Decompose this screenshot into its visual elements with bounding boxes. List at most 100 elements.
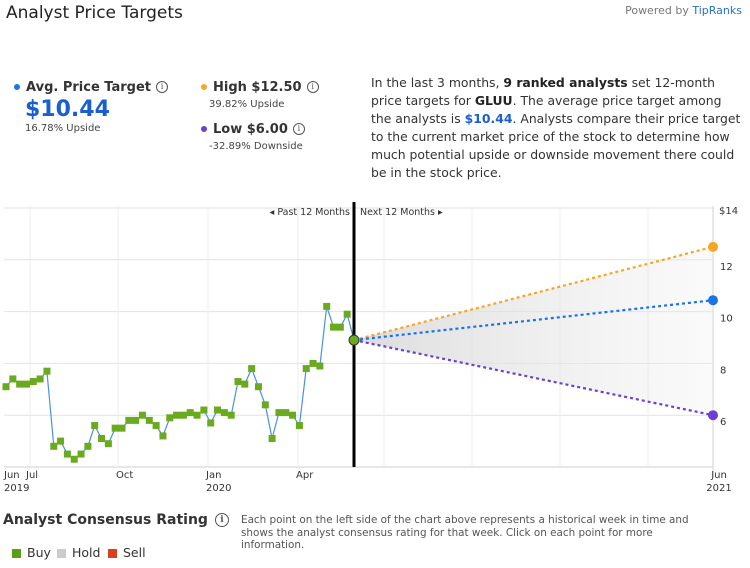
average-target-line (353, 299, 714, 342)
buy-rating-marker[interactable] (57, 437, 65, 445)
buy-rating-marker[interactable] (207, 419, 215, 427)
legend-sell: Sell (108, 545, 146, 560)
buy-swatch (12, 549, 21, 558)
buy-rating-marker[interactable] (186, 409, 194, 417)
buy-rating-marker[interactable] (70, 455, 78, 463)
buy-rating-marker[interactable] (254, 383, 262, 391)
high-target-dot[interactable] (708, 241, 718, 252)
y-tick-label: 6 (720, 417, 726, 428)
buy-rating-marker[interactable] (63, 450, 71, 458)
buy-rating-marker[interactable] (125, 416, 133, 424)
ticker: GLUU (474, 93, 513, 108)
avg-inline: $10.44 (464, 111, 513, 126)
target-description: In the last 3 months, 9 ranked analysts … (371, 75, 741, 180)
buy-rating-marker[interactable] (16, 380, 24, 388)
buy-rating-marker[interactable] (234, 378, 242, 386)
page-title: Analyst Price Targets (6, 3, 183, 23)
buy-rating-marker[interactable] (159, 432, 167, 440)
buy-rating-marker[interactable] (173, 411, 181, 419)
buy-rating-marker[interactable] (214, 406, 222, 414)
analyst-count: 9 ranked analysts (503, 75, 628, 90)
sell-swatch (108, 549, 117, 558)
avg-dot-icon (14, 83, 20, 90)
buy-rating-marker[interactable] (323, 302, 331, 310)
info-icon[interactable]: i (214, 513, 229, 527)
buy-rating-marker[interactable] (200, 406, 208, 414)
forecast-range-area (354, 246, 713, 416)
buy-rating-marker[interactable] (261, 401, 269, 409)
buy-rating-marker[interactable] (36, 375, 44, 383)
price-target-chart: ◂ Past 12 Months Next 12 Months ▸ $14 12 1… (2, 202, 738, 494)
average-target-dot[interactable] (708, 295, 718, 306)
buy-rating-marker[interactable] (145, 416, 153, 424)
high-target-line (353, 245, 714, 342)
x-tick-year-label: 2021 (706, 483, 731, 494)
buy-rating-marker[interactable] (275, 409, 283, 417)
buy-rating-marker[interactable] (336, 323, 344, 331)
avg-target-value: $10.44 (25, 97, 110, 122)
buy-rating-marker[interactable] (29, 378, 37, 386)
info-icon[interactable]: i (306, 80, 319, 93)
buy-rating-marker[interactable] (241, 380, 249, 388)
info-icon[interactable]: i (156, 80, 168, 93)
buy-rating-marker[interactable] (152, 422, 160, 430)
buy-rating-marker[interactable] (220, 409, 228, 417)
x-tick-label: Jun (3, 470, 20, 481)
consensus-title: Analyst Consensus Rating i (3, 512, 229, 528)
buy-rating-marker[interactable] (330, 323, 338, 331)
high-target-block: High $12.50 i 39.82% Upside (201, 76, 319, 110)
buy-rating-marker[interactable] (193, 411, 201, 419)
buy-rating-marker[interactable] (227, 411, 235, 419)
buy-rating-marker[interactable] (98, 435, 106, 443)
high-target-label: High $12.50 (213, 80, 302, 95)
buy-rating-marker[interactable] (9, 375, 17, 383)
buy-rating-marker[interactable] (302, 365, 310, 373)
consensus-description: Each point on the left side of the chart… (241, 514, 689, 551)
powered-prefix: Powered by (625, 4, 689, 17)
low-downside: -32.89% Downside (209, 141, 303, 152)
buy-rating-marker[interactable] (2, 383, 10, 391)
low-target-block: Low $6.00 i -32.89% Downside (201, 118, 305, 152)
buy-rating-marker[interactable] (111, 424, 119, 432)
buy-rating-marker[interactable] (104, 440, 112, 448)
avg-target-label: Avg. Price Target (26, 80, 151, 95)
buy-rating-marker[interactable] (343, 310, 351, 318)
buy-rating-marker[interactable] (132, 416, 140, 424)
buy-rating-marker[interactable] (118, 424, 126, 432)
buy-rating-marker[interactable] (50, 442, 58, 450)
low-target-dot[interactable] (708, 410, 718, 421)
avg-target-block: Avg. Price Target i $10.44 16.78% Upside (14, 76, 168, 134)
next-12-months-label: Next 12 Months ▸ (360, 207, 443, 218)
buy-rating-marker[interactable] (84, 442, 92, 450)
x-tick-label: Jul (25, 470, 38, 481)
buy-rating-marker[interactable] (43, 367, 51, 375)
buy-rating-marker[interactable] (138, 411, 146, 419)
buy-rating-marker[interactable] (248, 365, 256, 373)
high-dot-icon (201, 83, 207, 90)
buy-rating-marker[interactable] (91, 422, 99, 430)
y-tick-label: 12 (720, 262, 733, 273)
tipranks-link[interactable]: TipRanks (692, 4, 742, 17)
high-upside: 39.82% Upside (209, 99, 285, 110)
buy-rating-marker[interactable] (77, 450, 85, 458)
x-tick-label: Jan (205, 470, 221, 481)
buy-rating-marker[interactable] (268, 435, 276, 443)
buy-rating-marker[interactable] (289, 411, 297, 419)
current-price-dot[interactable] (348, 334, 360, 346)
powered-by[interactable]: Powered by TipRanks (625, 4, 742, 17)
x-tick-label: Apr (296, 470, 314, 481)
legend-buy: Buy (12, 545, 51, 560)
y-tick-label: 8 (720, 365, 726, 376)
buy-rating-marker[interactable] (282, 409, 290, 417)
buy-rating-marker[interactable] (316, 362, 324, 370)
buy-rating-marker[interactable] (295, 422, 303, 430)
low-target-label: Low $6.00 (213, 122, 288, 137)
buy-rating-marker[interactable] (22, 380, 30, 388)
x-tick-year-label: 2019 (4, 483, 29, 494)
info-icon[interactable]: i (292, 122, 305, 135)
buy-rating-marker[interactable] (309, 359, 317, 367)
x-tick-year-label: 2020 (206, 483, 231, 494)
low-dot-icon (201, 125, 207, 132)
buy-rating-marker[interactable] (166, 414, 174, 422)
buy-rating-marker[interactable] (179, 411, 187, 419)
